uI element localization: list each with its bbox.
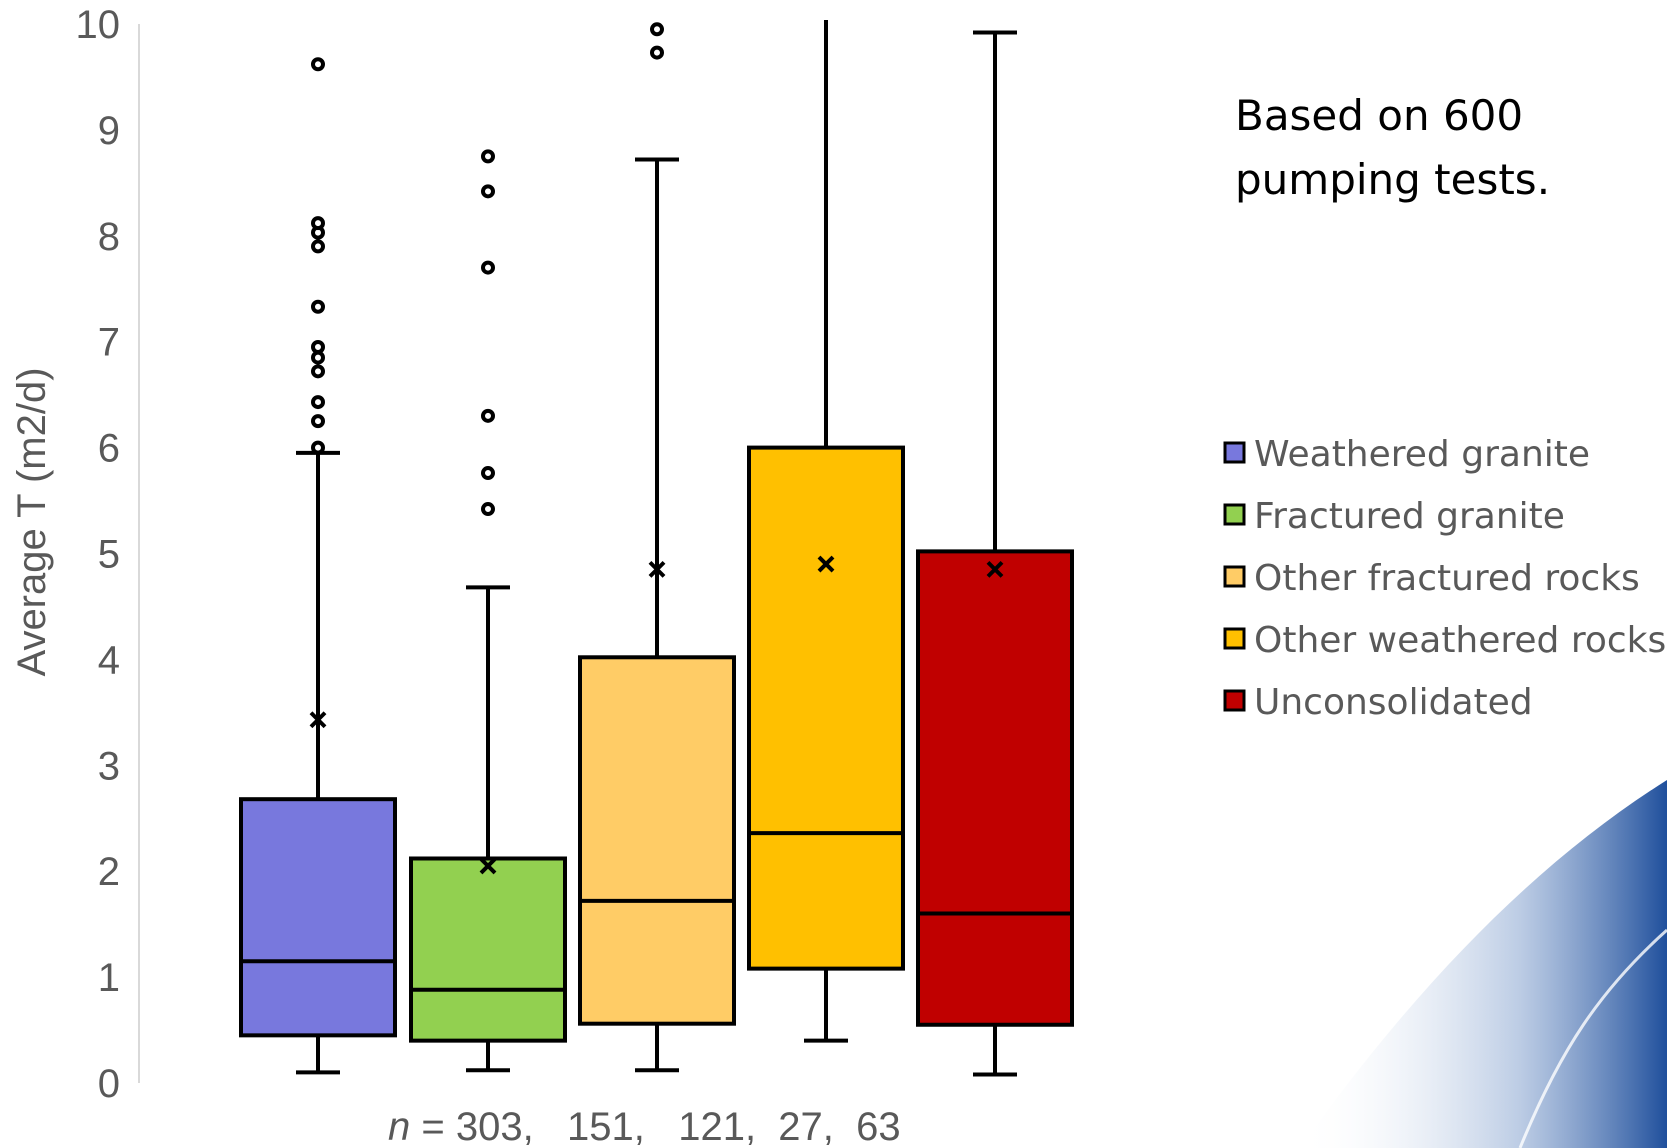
outlier-point [311, 339, 325, 354]
outlier-point [311, 414, 325, 429]
sample-size-label: n = 303, 151, 121, 27, 63 [388, 1105, 901, 1148]
y-axis: 0 1 2 3 4 5 6 7 8 9 10 [76, 3, 140, 1106]
legend-label: Other fractured rocks [1254, 558, 1640, 599]
box-plot-series [239, 20, 1074, 1077]
outlier-point [650, 22, 664, 37]
outlier-point [481, 149, 495, 164]
box-other-weathered-rocks [747, 20, 905, 1043]
legend-label: Unconsolidated [1254, 682, 1533, 723]
mean-marker [986, 560, 1004, 578]
mean-marker [648, 560, 666, 578]
mean-marker [817, 555, 835, 573]
y-axis-label: Average T (m2/d) [10, 367, 54, 676]
mean-marker [309, 711, 327, 729]
y-tick-label: 4 [98, 638, 120, 682]
legend: Weathered granite Fractured granite Other … [1223, 434, 1666, 723]
legend-item: Fractured granite [1223, 496, 1565, 537]
box-iqr [578, 655, 736, 1026]
box-iqr [409, 856, 567, 1043]
box-iqr [239, 797, 397, 1038]
y-tick-label: 3 [98, 744, 120, 788]
sample-size-symbol: n [388, 1105, 410, 1148]
y-tick-label: 2 [98, 850, 120, 894]
mean-marker [479, 857, 497, 875]
outlier-point [311, 364, 325, 379]
outlier-point [311, 350, 325, 365]
legend-swatch [1223, 689, 1246, 712]
outlier-point [311, 216, 325, 231]
legend-swatch [1223, 503, 1246, 526]
box-iqr [916, 549, 1074, 1027]
legend-swatch [1223, 627, 1246, 650]
outlier-point [650, 45, 664, 60]
box-unconsolidated [916, 30, 1074, 1077]
outlier-point [481, 466, 495, 481]
y-tick-label: 0 [98, 1062, 120, 1106]
legend-label: Fractured granite [1254, 496, 1565, 537]
outlier-point [311, 57, 325, 72]
box-fractured-granite [409, 149, 567, 1073]
legend-item: Unconsolidated [1223, 682, 1533, 723]
legend-label: Other weathered rocks [1254, 620, 1666, 661]
outlier-point [311, 440, 325, 455]
outlier-point [481, 502, 495, 517]
decorative-swoosh-highlight [1518, 928, 1667, 1148]
outlier-point [481, 408, 495, 423]
sample-size-values: = 303, 151, 121, 27, 63 [410, 1105, 900, 1148]
annotation-line-2: pumping tests. [1235, 155, 1550, 204]
y-tick-label: 1 [98, 956, 120, 1000]
box-weathered-granite [239, 57, 397, 1075]
legend-label: Weathered granite [1254, 434, 1590, 475]
legend-item: Other weathered rocks [1223, 620, 1666, 661]
y-tick-label: 5 [98, 533, 120, 577]
y-tick-label: 10 [76, 3, 121, 47]
decorative-swoosh [1300, 780, 1667, 1148]
outlier-point [481, 260, 495, 275]
legend-item: Weathered granite [1223, 434, 1590, 475]
legend-item: Other fractured rocks [1223, 558, 1640, 599]
outlier-point [311, 239, 325, 254]
box-iqr [747, 445, 905, 971]
annotation-text: Based on 600 pumping tests. [1235, 91, 1550, 204]
y-tick-label: 9 [98, 109, 120, 153]
legend-swatch [1223, 565, 1246, 588]
outlier-point [311, 299, 325, 314]
box-other-fractured-rocks [578, 22, 736, 1073]
y-tick-label: 8 [98, 215, 120, 259]
legend-swatch [1223, 441, 1246, 464]
y-tick-label: 7 [98, 321, 120, 365]
y-tick-label: 6 [98, 427, 120, 471]
outlier-point [481, 184, 495, 199]
outlier-point [311, 395, 325, 410]
annotation-line-1: Based on 600 [1235, 91, 1523, 140]
